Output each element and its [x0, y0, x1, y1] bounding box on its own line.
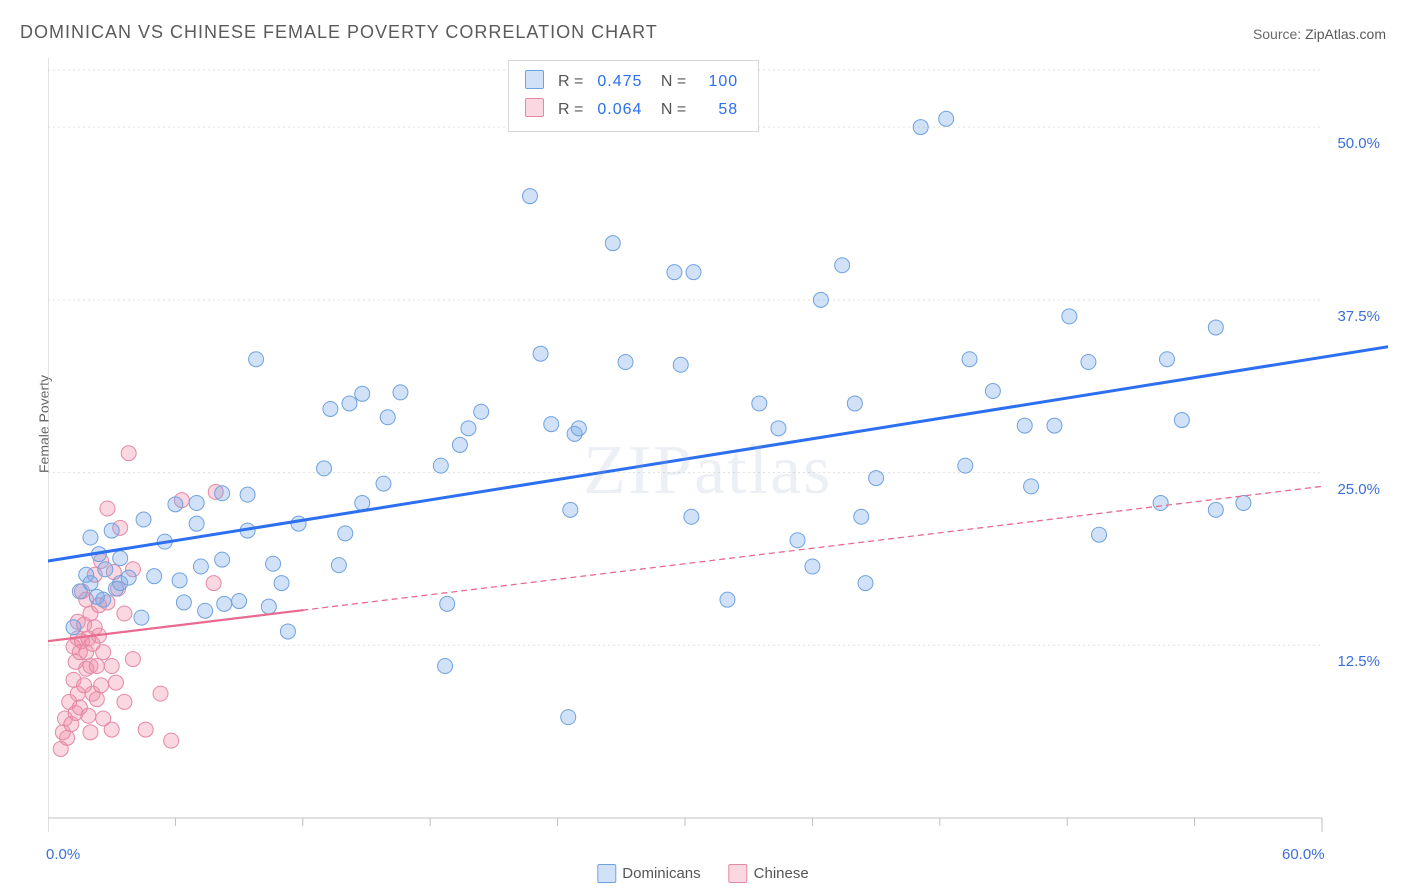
y-tick-label: 12.5%	[1337, 653, 1380, 670]
legend-row-chinese: R =0.064 N =58	[519, 97, 744, 123]
legend-row-dominicans: R =0.475 N =100	[519, 69, 744, 95]
correlation-legend: R =0.475 N =100R =0.064 N =58	[508, 60, 759, 132]
legend-label-dominicans: Dominicans	[622, 865, 700, 882]
source-attribution: Source: ZipAtlas.com	[1253, 26, 1386, 42]
legend-r-value: 0.064	[591, 97, 648, 123]
legend-swatch	[525, 98, 544, 117]
legend-swatch	[525, 70, 544, 89]
scatter-chart-svg	[48, 58, 1388, 850]
series-legend: Dominicans Chinese	[597, 864, 808, 883]
legend-n-label: N =	[650, 69, 692, 95]
legend-n-label: N =	[650, 97, 692, 123]
legend-item-chinese: Chinese	[729, 864, 809, 883]
source-value: ZipAtlas.com	[1305, 26, 1386, 42]
legend-r-label: R =	[552, 69, 589, 95]
legend-item-dominicans: Dominicans	[597, 864, 700, 883]
y-tick-label: 50.0%	[1337, 135, 1380, 152]
y-tick-label: 37.5%	[1337, 308, 1380, 325]
y-tick-label: 25.0%	[1337, 481, 1380, 498]
x-tick-label: 0.0%	[46, 846, 80, 863]
chart-plot-area: ZIPatlas R =0.475 N =100R =0.064 N =58 1…	[48, 58, 1388, 850]
legend-n-value: 100	[694, 69, 744, 95]
source-label: Source:	[1253, 26, 1301, 42]
chart-title: DOMINICAN VS CHINESE FEMALE POVERTY CORR…	[20, 22, 658, 43]
legend-r-value: 0.475	[591, 69, 648, 95]
legend-r-label: R =	[552, 97, 589, 123]
legend-n-value: 58	[694, 97, 744, 123]
legend-swatch-dominicans	[597, 864, 616, 883]
legend-swatch-chinese	[729, 864, 748, 883]
x-tick-label: 60.0%	[1282, 846, 1325, 863]
legend-label-chinese: Chinese	[754, 865, 809, 882]
